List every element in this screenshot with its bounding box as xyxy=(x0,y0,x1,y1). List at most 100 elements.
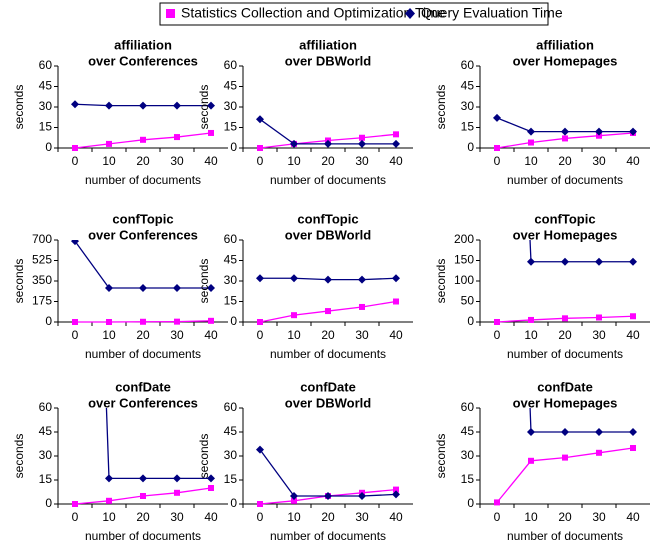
y-axis-label: seconds xyxy=(434,434,448,479)
marker xyxy=(358,492,366,500)
y-tick-label: 60 xyxy=(461,58,475,72)
y-tick-label: 30 xyxy=(39,99,53,113)
x-tick-label: 20 xyxy=(136,510,150,524)
marker xyxy=(256,115,264,124)
y-axis-label: seconds xyxy=(12,259,26,304)
x-tick-label: 30 xyxy=(592,510,606,524)
y-tick-label: 525 xyxy=(32,253,52,267)
marker xyxy=(325,308,331,315)
y-axis-label: seconds xyxy=(434,259,448,304)
x-tick-label: 10 xyxy=(102,154,116,168)
x-tick-label: 30 xyxy=(592,154,606,168)
y-tick-label: 30 xyxy=(461,448,475,462)
chart-title: confDate xyxy=(300,379,356,394)
chart-title: affiliation xyxy=(299,37,357,52)
marker xyxy=(527,428,535,436)
y-tick-label: 30 xyxy=(224,448,238,462)
marker xyxy=(207,284,215,293)
x-tick-label: 30 xyxy=(170,510,184,524)
marker xyxy=(208,317,214,324)
marker xyxy=(72,501,78,507)
y-tick-label: 15 xyxy=(224,472,238,486)
marker xyxy=(392,490,400,499)
x-axis-label: number of documents xyxy=(270,347,386,361)
marker xyxy=(527,127,535,136)
y-tick-label: 45 xyxy=(224,79,238,93)
x-tick-label: 30 xyxy=(170,328,184,342)
y-tick-label: 0 xyxy=(230,314,237,328)
chart-title: confDate xyxy=(537,379,593,394)
marker xyxy=(207,101,215,110)
y-tick-label: 350 xyxy=(32,273,52,287)
marker xyxy=(257,145,263,151)
y-tick-label: 0 xyxy=(467,314,474,328)
x-axis-label: number of documents xyxy=(270,173,386,187)
marker xyxy=(105,284,113,293)
x-axis-label: number of documents xyxy=(270,529,386,543)
x-tick-label: 40 xyxy=(204,510,218,524)
x-tick-label: 10 xyxy=(102,510,116,524)
y-tick-label: 0 xyxy=(467,496,474,510)
y-tick-label: 15 xyxy=(39,120,53,134)
x-tick-label: 20 xyxy=(321,328,335,342)
plot xyxy=(256,115,400,151)
x-tick-label: 20 xyxy=(558,328,572,342)
marker xyxy=(561,257,569,266)
chart-title: confDate xyxy=(115,379,171,394)
marker xyxy=(324,492,332,500)
plot xyxy=(256,274,400,325)
y-tick-label: 45 xyxy=(39,79,53,93)
y-tick-label: 45 xyxy=(39,424,53,438)
marker xyxy=(139,101,147,110)
x-axis-label: number of documents xyxy=(85,529,201,543)
marker xyxy=(392,139,400,148)
y-tick-label: 0 xyxy=(230,140,237,154)
chart-title: over Conferences xyxy=(88,53,198,68)
legend-label: Statistics Collection and Optimization T… xyxy=(181,5,446,21)
chart-title: over DBWorld xyxy=(285,53,371,68)
marker xyxy=(358,139,366,148)
marker xyxy=(494,499,500,506)
marker xyxy=(208,129,214,136)
chart-title: over DBWorld xyxy=(285,395,371,410)
marker xyxy=(256,274,264,283)
x-axis-label: number of documents xyxy=(507,173,623,187)
marker xyxy=(291,312,297,319)
x-tick-label: 0 xyxy=(257,328,264,342)
y-tick-label: 30 xyxy=(39,448,53,462)
plot xyxy=(494,240,637,325)
y-tick-label: 45 xyxy=(461,424,475,438)
marker xyxy=(562,315,568,322)
series-line xyxy=(259,449,397,497)
x-axis-label: number of documents xyxy=(507,347,623,361)
chart-title: over Conferences xyxy=(88,395,198,410)
marker xyxy=(324,139,332,148)
x-tick-label: 30 xyxy=(355,154,369,168)
y-axis-label: seconds xyxy=(197,85,211,130)
y-tick-label: 60 xyxy=(39,400,53,414)
plot xyxy=(71,240,215,325)
y-tick-label: 175 xyxy=(32,294,52,308)
marker xyxy=(528,457,534,464)
x-tick-label: 30 xyxy=(355,510,369,524)
x-tick-label: 10 xyxy=(524,328,538,342)
marker xyxy=(291,497,297,504)
marker xyxy=(106,319,112,325)
marker xyxy=(562,135,568,142)
marker xyxy=(173,284,181,293)
marker xyxy=(629,428,637,436)
marker xyxy=(324,275,332,284)
y-tick-label: 0 xyxy=(45,314,52,328)
marker xyxy=(208,485,214,491)
x-tick-label: 40 xyxy=(204,328,218,342)
chart-title: confTopic xyxy=(534,211,595,226)
marker xyxy=(561,127,569,136)
marker xyxy=(629,257,637,266)
plot xyxy=(256,445,400,507)
marker xyxy=(595,257,603,266)
y-axis-label: seconds xyxy=(434,85,448,130)
marker xyxy=(493,113,501,122)
x-axis-label: number of documents xyxy=(507,529,623,543)
y-tick-label: 15 xyxy=(224,294,238,308)
marker xyxy=(359,303,365,310)
